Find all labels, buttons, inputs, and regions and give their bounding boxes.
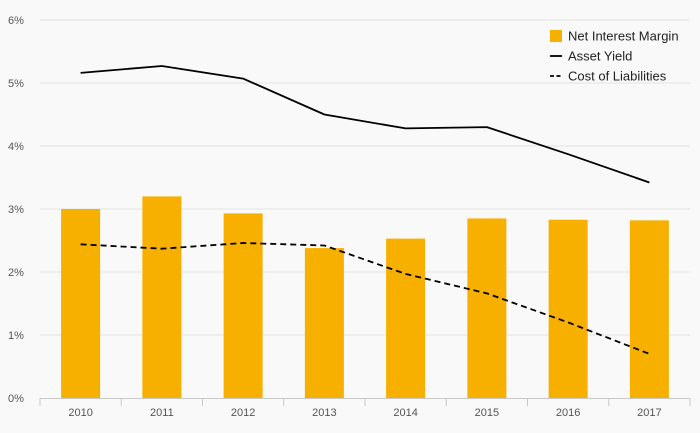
bar-net-interest-margin <box>386 238 426 398</box>
x-tick-label: 2013 <box>312 407 336 419</box>
x-tick-label: 2011 <box>150 407 174 419</box>
line-cost-of-liabilities <box>80 242 650 355</box>
y-tick-label: 1% <box>8 330 24 342</box>
x-tick-label: 2010 <box>68 407 92 419</box>
y-tick-label: 4% <box>8 141 24 153</box>
x-tick-label: 2015 <box>475 407 499 419</box>
x-tick-label: 2012 <box>231 407 255 419</box>
line-asset-yield <box>80 65 650 184</box>
bar-net-interest-margin <box>304 248 344 398</box>
bar-net-interest-margin <box>223 213 263 398</box>
x-tick-label: 2017 <box>637 407 661 419</box>
bar-net-interest-margin <box>467 218 507 398</box>
bar-net-interest-margin <box>61 209 101 398</box>
bar-series <box>61 196 669 398</box>
line-series <box>80 65 650 355</box>
legend-label: Cost of Liabilities <box>568 69 667 84</box>
x-axis: 2010 2011 2012 2013 2014 2015 2016 2017 <box>39 398 691 419</box>
x-tick-label: 2016 <box>556 407 580 419</box>
y-tick-label: 2% <box>8 267 24 279</box>
bar-net-interest-margin <box>629 220 669 398</box>
legend-swatch-bar <box>550 30 562 42</box>
bar-net-interest-margin <box>548 219 588 398</box>
y-tick-label: 3% <box>8 204 24 216</box>
bar-net-interest-margin <box>142 196 182 398</box>
y-axis: 0% 1% 2% 3% 4% 5% 6% <box>8 15 24 405</box>
y-tick-label: 5% <box>8 78 24 90</box>
legend: Net Interest Margin Asset Yield Cost of Li… <box>550 29 679 84</box>
legend-label: Net Interest Margin <box>568 29 679 44</box>
legend-label: Asset Yield <box>568 49 632 64</box>
x-tick-label: 2014 <box>393 407 417 419</box>
y-tick-label: 6% <box>8 15 24 27</box>
y-tick-label: 0% <box>8 393 24 405</box>
